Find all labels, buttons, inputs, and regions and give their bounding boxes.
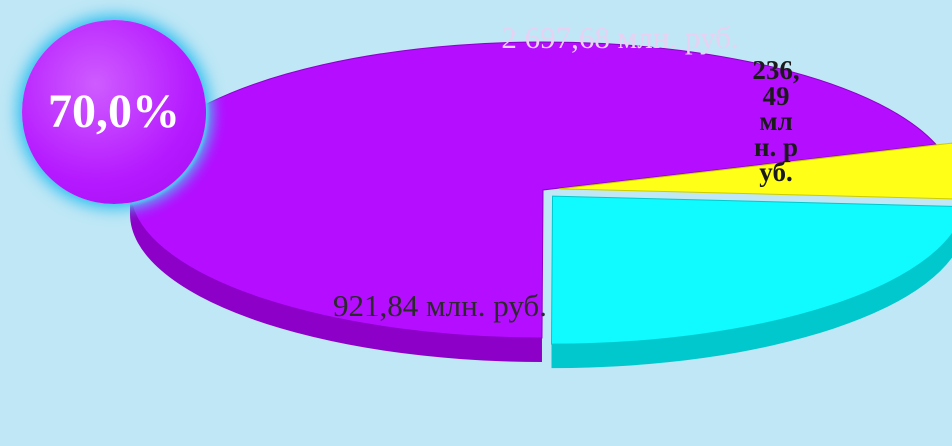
slice-purple-side — [130, 190, 542, 362]
slice-label-purple: 2 697,68 млн. руб. — [501, 20, 739, 55]
slice-cyan — [550, 195, 952, 345]
slice-label-yellow: 236,49 млн. руб. — [752, 55, 800, 187]
slice-label-cyan: 921,84 млн. руб. — [333, 288, 547, 323]
slice-cyan-side — [551, 233, 952, 369]
slice-yellow — [558, 142, 952, 200]
percent-badge-text: 70,0% — [48, 85, 180, 138]
slice-purple — [129, 41, 937, 339]
percent-badge: 70,0% — [22, 20, 206, 204]
